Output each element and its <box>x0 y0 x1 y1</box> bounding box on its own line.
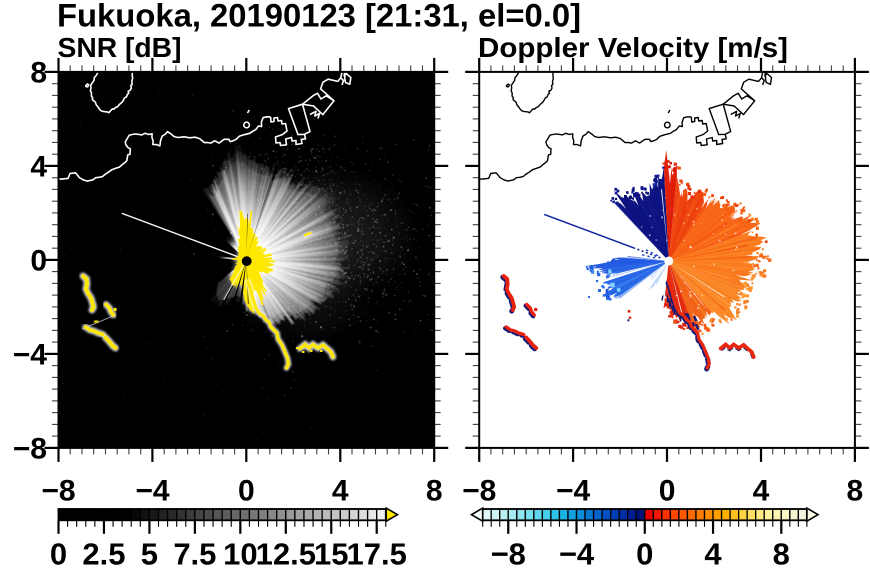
svg-text:2.5: 2.5 <box>82 537 125 570</box>
svg-text:15: 15 <box>314 537 348 570</box>
svg-text:10: 10 <box>223 537 257 570</box>
svg-text:Fukuoka, 20190123 [21:31, el=0: Fukuoka, 20190123 [21:31, el=0.0] <box>57 0 581 34</box>
svg-text:0: 0 <box>238 475 255 508</box>
svg-text:4: 4 <box>704 537 722 570</box>
svg-text:0: 0 <box>659 475 676 508</box>
svg-text:8: 8 <box>773 537 790 570</box>
svg-text:4: 4 <box>332 475 349 508</box>
svg-text:SNR [dB]: SNR [dB] <box>58 32 182 63</box>
svg-text:8: 8 <box>426 475 443 508</box>
svg-text:−4: −4 <box>556 475 591 508</box>
svg-text:5: 5 <box>141 537 158 570</box>
svg-text:−4: −4 <box>135 475 170 508</box>
svg-text:4: 4 <box>753 475 770 508</box>
svg-text:7.5: 7.5 <box>173 537 216 570</box>
svg-text:12.5: 12.5 <box>256 537 316 570</box>
svg-text:4: 4 <box>30 151 47 184</box>
svg-text:−8: −8 <box>41 475 75 508</box>
svg-text:−8: −8 <box>462 475 496 508</box>
svg-text:−4: −4 <box>13 339 48 372</box>
svg-text:0: 0 <box>50 537 67 570</box>
svg-text:−8: −8 <box>13 433 47 466</box>
svg-text:−4: −4 <box>559 537 595 570</box>
svg-text:Doppler Velocity [m/s]: Doppler Velocity [m/s] <box>478 32 788 63</box>
svg-text:8: 8 <box>30 57 47 90</box>
svg-text:−8: −8 <box>491 537 526 570</box>
svg-text:0: 0 <box>636 537 653 570</box>
svg-text:17.5: 17.5 <box>347 537 407 570</box>
svg-text:8: 8 <box>847 475 864 508</box>
svg-text:0: 0 <box>30 245 47 278</box>
